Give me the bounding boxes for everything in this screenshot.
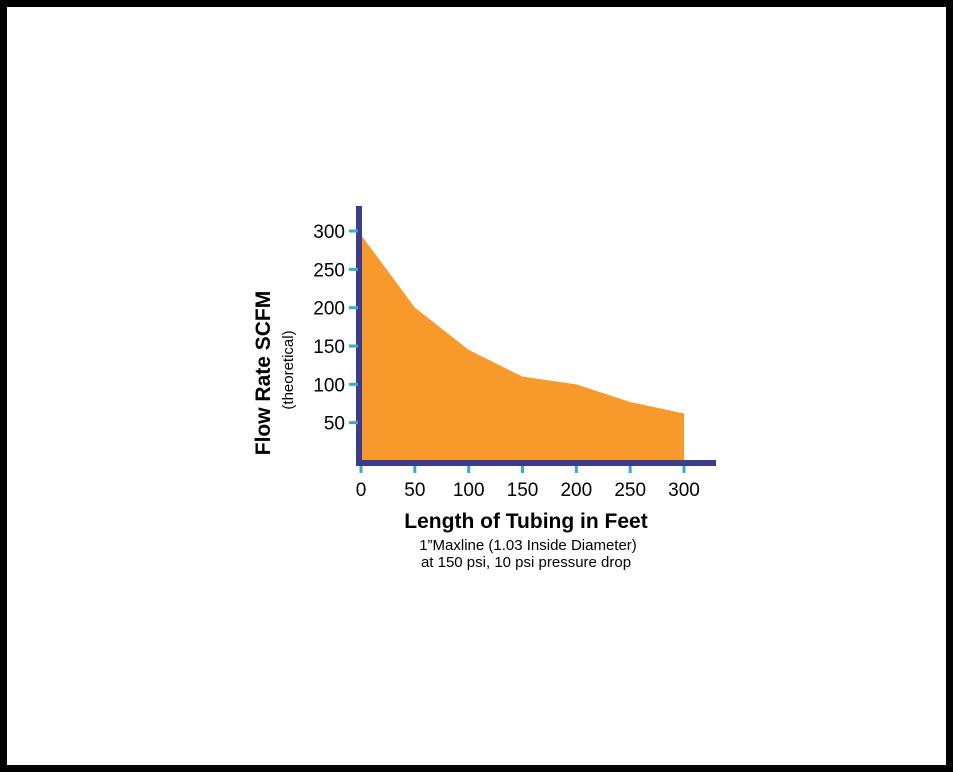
y-tick-50	[349, 421, 358, 425]
y-tick-250	[349, 267, 358, 271]
x-tick-label-50: 50	[404, 480, 425, 501]
x-tick-200	[574, 466, 578, 473]
x-tick-50	[413, 466, 417, 473]
x-tick-0	[359, 466, 363, 473]
y-axis-label: Flow Rate SCFM	[252, 291, 275, 456]
y-tick-200	[349, 306, 358, 310]
y-axis-line	[356, 206, 362, 466]
x-tick-label-150: 150	[507, 480, 539, 501]
y-tick-label-200: 200	[313, 299, 345, 320]
x-axis-label: Length of Tubing in Feet	[404, 510, 647, 533]
y-tick-label-150: 150	[313, 337, 345, 358]
x-tick-150	[521, 466, 524, 473]
x-tick-label-200: 200	[560, 480, 592, 501]
flow-area	[361, 234, 684, 461]
y-axis-sublabel: (theoretical)	[280, 330, 297, 409]
y-tick-300	[349, 229, 358, 233]
chart-note-line-2: at 150 psi, 10 psi pressure drop	[421, 554, 631, 571]
x-tick-300	[682, 466, 686, 473]
x-tick-label-0: 0	[356, 480, 367, 501]
x-tick-label-250: 250	[614, 480, 646, 501]
axis-layer	[356, 206, 716, 466]
y-tick-label-50: 50	[324, 414, 345, 435]
y-tick-150	[349, 344, 358, 348]
x-tick-250	[628, 466, 632, 473]
x-tick-label-300: 300	[668, 480, 700, 501]
x-tick-100	[467, 466, 471, 473]
chart-note-line-1: 1”Maxline (1.03 Inside Diameter)	[419, 537, 637, 554]
tick-layer: 50 100 150 200 250 300 0 50 100 150 200 250 300	[313, 222, 700, 501]
y-tick-100	[349, 382, 358, 386]
y-tick-label-300: 300	[313, 222, 345, 243]
y-tick-label-250: 250	[313, 260, 345, 281]
y-tick-label-100: 100	[313, 375, 345, 396]
area-layer	[361, 234, 684, 461]
x-tick-label-100: 100	[453, 480, 485, 501]
x-axis-line	[356, 460, 716, 466]
